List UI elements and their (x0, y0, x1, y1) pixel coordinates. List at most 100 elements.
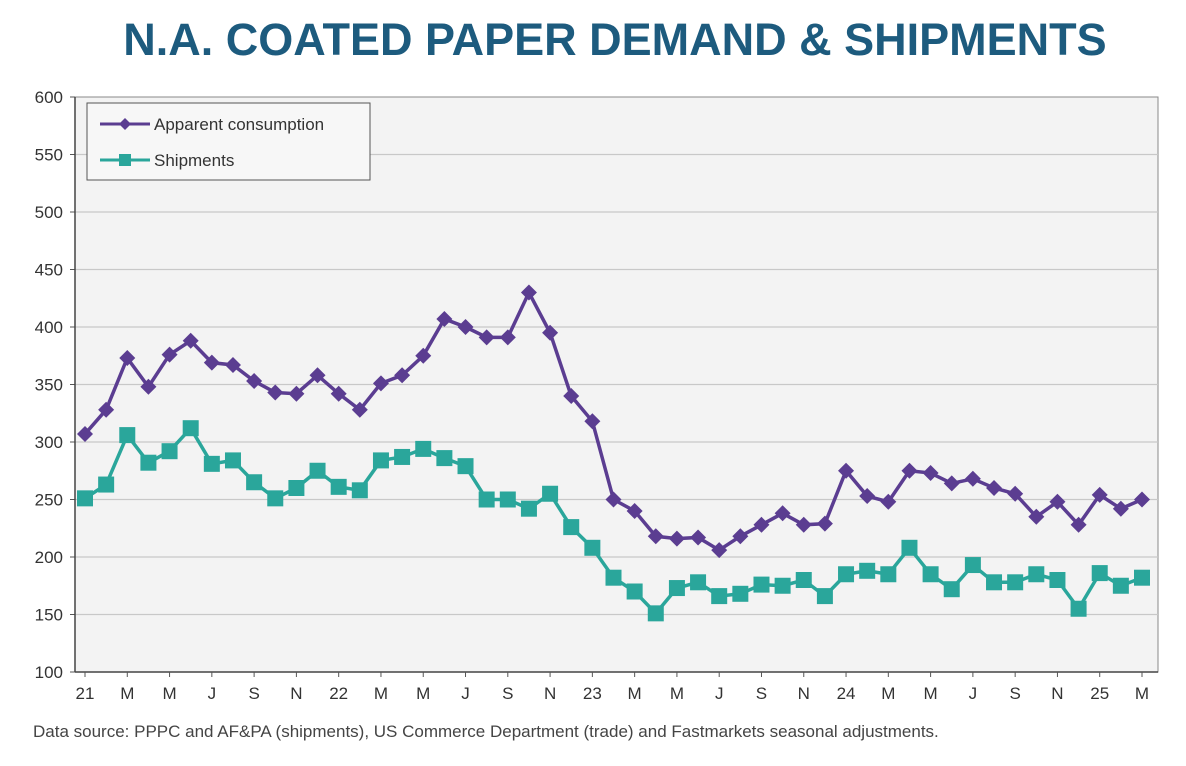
shipments-point (309, 462, 326, 479)
shipments-point (795, 572, 812, 588)
legend-label-apparent-consumption: Apparent consumption (154, 115, 324, 134)
shipments-point (351, 482, 368, 499)
shipments-point (1007, 574, 1024, 591)
legend (86, 102, 371, 181)
shipments-point (267, 490, 284, 507)
x-tick-label: S (502, 684, 513, 703)
legend-square-marker (119, 154, 131, 166)
apparent-consumption-point (98, 401, 115, 418)
shipments-point (964, 557, 981, 574)
shipments-point (372, 452, 389, 469)
x-tick-label: M (670, 684, 684, 703)
apparent-consumption-point (330, 385, 347, 402)
shipments-point (668, 580, 685, 597)
shipments-point (140, 454, 157, 471)
x-tick-label: M (416, 684, 430, 703)
apparent-consumption-point (520, 284, 537, 301)
shipments-point (1070, 600, 1087, 617)
shipments-point (922, 566, 939, 583)
apparent-consumption-point (119, 350, 136, 367)
apparent-consumption-point (1091, 486, 1108, 503)
shipments-point (330, 478, 347, 495)
shipments-point (203, 455, 220, 472)
shipments-point (584, 539, 601, 556)
x-tick-label: M (1135, 684, 1149, 703)
shipments-point (816, 588, 833, 605)
shipments-point (1049, 572, 1066, 588)
apparent-consumption-point (880, 493, 897, 510)
apparent-consumption-point (436, 310, 453, 327)
y-tick-label: 500 (35, 203, 63, 222)
y-tick-label: 550 (35, 146, 63, 165)
x-tick-label: S (248, 684, 259, 703)
x-tick-label: M (374, 684, 388, 703)
x-tick-label: N (1051, 684, 1063, 703)
shipments-point (98, 476, 115, 493)
shipments-point (943, 581, 960, 598)
apparent-consumption-point (859, 488, 876, 505)
shipments-point (478, 491, 495, 508)
x-tick-label: N (544, 684, 556, 703)
shipments-point (711, 588, 728, 605)
legend-diamond-marker (119, 118, 131, 130)
x-tick-label: 21 (76, 684, 95, 703)
apparent-consumption-point (1134, 491, 1150, 508)
apparent-consumption-point (986, 480, 1003, 496)
shipments-point (1091, 565, 1108, 582)
apparent-consumption-point (563, 388, 580, 404)
y-tick-label: 250 (35, 491, 63, 510)
y-tick-label: 150 (35, 606, 63, 625)
shipments-point (986, 574, 1003, 591)
y-tick-label: 100 (35, 663, 63, 682)
apparent-consumption-point (224, 356, 241, 373)
shipments-point (224, 452, 241, 469)
apparent-consumption-point (647, 528, 664, 545)
shipments-point (246, 474, 263, 491)
apparent-consumption-point (795, 516, 812, 533)
x-tick-label: J (969, 684, 978, 703)
x-tick-label: M (924, 684, 938, 703)
shipments-point (647, 605, 664, 622)
apparent-consumption-point (605, 491, 622, 508)
apparent-consumption-point (838, 462, 855, 479)
apparent-consumption-point (1070, 516, 1087, 533)
shipments-point (563, 519, 580, 536)
apparent-consumption-point (372, 375, 389, 392)
apparent-consumption-point (394, 367, 411, 384)
apparent-consumption-point (478, 329, 495, 346)
data-source-note: Data source: PPPC and AF&PA (shipments),… (33, 722, 939, 741)
shipments-point (732, 585, 749, 602)
shipments-point (901, 539, 918, 556)
x-tick-label: M (881, 684, 895, 703)
shipments-point (415, 440, 432, 457)
apparent-consumption-point (457, 319, 474, 335)
apparent-consumption-point (161, 346, 178, 363)
chart-title: N.A. COATED PAPER DEMAND & SHIPMENTS (123, 14, 1107, 65)
shipments-point (520, 500, 537, 517)
apparent-consumption-point (690, 529, 707, 546)
apparent-consumption-point (246, 373, 263, 390)
apparent-consumption-point (732, 528, 749, 545)
y-tick-label: 200 (35, 548, 63, 567)
apparent-consumption-point (309, 367, 326, 384)
shipments-point (753, 576, 770, 593)
apparent-consumption-point (774, 505, 791, 522)
x-tick-label: J (208, 684, 217, 703)
x-tick-label: J (715, 684, 724, 703)
apparent-consumption-point (1028, 508, 1045, 525)
apparent-consumption-point (77, 425, 93, 442)
shipments-point (288, 480, 305, 496)
x-tick-label: S (756, 684, 767, 703)
apparent-consumption-point (499, 329, 516, 346)
x-tick-label: N (290, 684, 302, 703)
apparent-consumption-point (1112, 500, 1129, 517)
apparent-consumption-point (901, 462, 918, 479)
x-tick-label: J (461, 684, 470, 703)
legend-label-shipments: Shipments (154, 151, 234, 170)
apparent-consumption-point (943, 475, 960, 492)
shipments-point (1028, 566, 1045, 583)
x-tick-label: M (628, 684, 642, 703)
y-tick-label: 350 (35, 376, 63, 395)
x-tick-label: S (1009, 684, 1020, 703)
apparent-consumption-point (182, 332, 199, 349)
